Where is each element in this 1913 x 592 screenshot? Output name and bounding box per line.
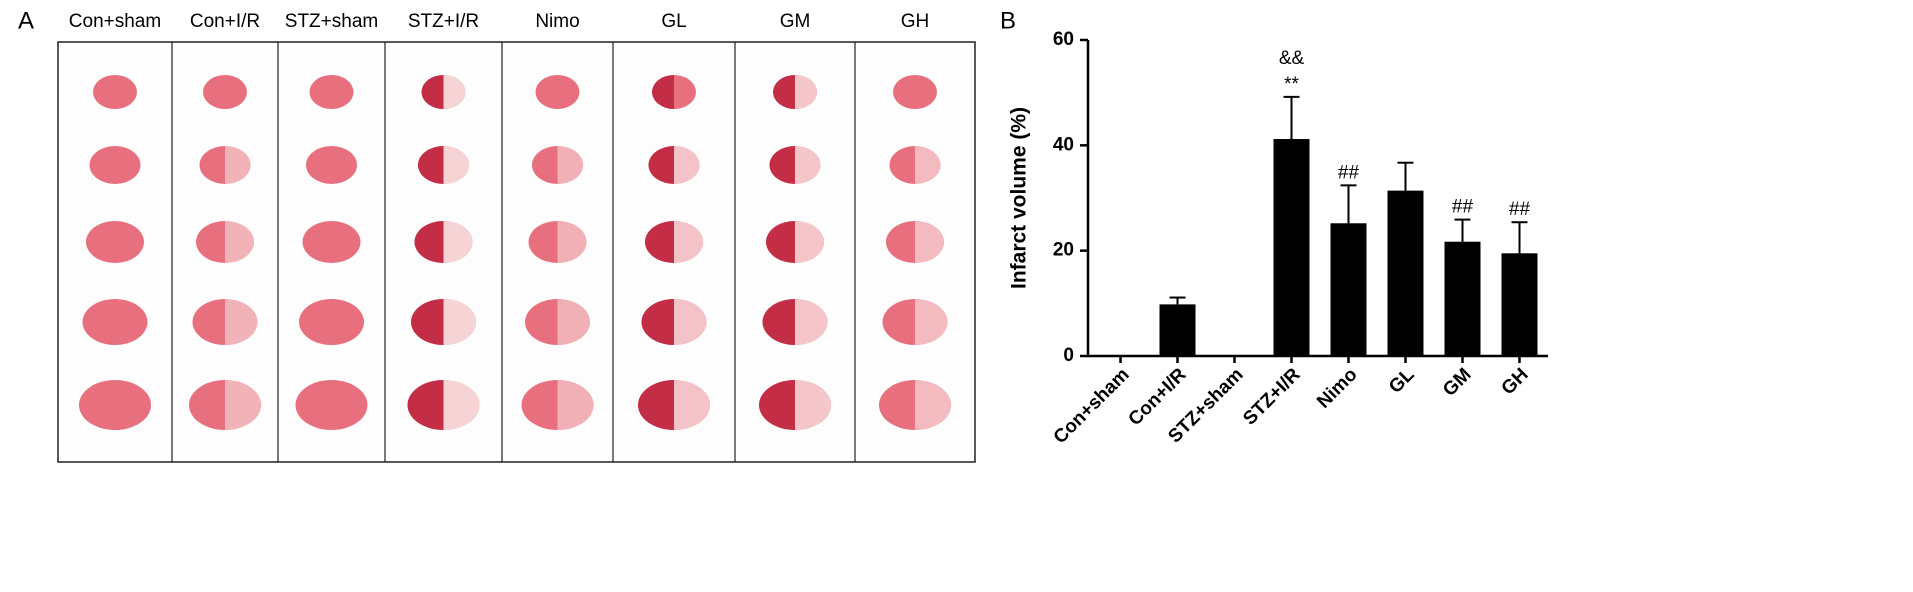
infarct	[443, 299, 476, 345]
stain	[414, 221, 444, 263]
significance: ##	[1338, 162, 1360, 183]
x-tick-label: GM	[1439, 364, 1475, 400]
brain-slice	[89, 146, 141, 184]
column-label: GL	[661, 11, 686, 32]
significance: **	[1284, 74, 1299, 95]
stain	[762, 299, 795, 345]
stain	[411, 299, 444, 345]
infarct	[443, 146, 469, 184]
infarct	[443, 221, 473, 263]
brain-slice	[893, 75, 937, 109]
y-tick-label: 0	[1063, 345, 1074, 366]
stain	[638, 380, 674, 430]
y-axis-label: Infarct volume (%)	[1008, 107, 1031, 289]
infarct	[557, 146, 583, 184]
column-label: STZ+I/R	[408, 11, 479, 32]
infarct	[795, 380, 831, 430]
brain-slice	[82, 299, 148, 345]
infarct	[795, 75, 817, 109]
brain-slice	[203, 75, 247, 109]
brain-slice	[79, 380, 151, 430]
x-tick-label: GL	[1385, 364, 1419, 398]
panel-label: A	[18, 7, 34, 34]
infarct	[674, 221, 703, 263]
stain	[407, 380, 444, 430]
x-tick-label: Con+sham	[1050, 364, 1134, 448]
stain	[769, 146, 795, 184]
bar	[1444, 241, 1481, 356]
stain	[652, 75, 674, 109]
panel-label: B	[1000, 7, 1016, 34]
infarct	[915, 380, 951, 430]
y-tick-label: 20	[1053, 240, 1074, 261]
infarct	[225, 221, 254, 263]
infarct	[557, 380, 594, 430]
x-tick-label: Nimo	[1313, 364, 1361, 412]
brain-slice	[299, 299, 364, 345]
infarct	[674, 299, 707, 345]
brain-slice	[86, 221, 144, 263]
bar	[1159, 304, 1196, 356]
stain	[759, 380, 795, 430]
stain	[421, 75, 444, 109]
stain	[648, 146, 674, 184]
y-tick-label: 40	[1053, 134, 1074, 155]
brain-slice	[93, 75, 137, 109]
bar-chart: Infarct volume (%) 0204060Con+shamCon+I/…	[1008, 29, 1548, 448]
bar	[1330, 223, 1367, 356]
significance: ##	[1452, 197, 1474, 218]
significance: &&	[1279, 48, 1305, 69]
infarct	[443, 380, 480, 430]
column-label: Nimo	[535, 11, 579, 32]
infarct	[795, 146, 821, 184]
column-label: GH	[901, 11, 930, 32]
bar	[1387, 190, 1424, 356]
infarct	[795, 299, 828, 345]
column-label: Con+sham	[69, 11, 161, 32]
infarct	[915, 221, 944, 263]
infarct	[915, 146, 941, 184]
infarct	[674, 380, 710, 430]
y-tick-label: 60	[1053, 29, 1074, 50]
x-tick-label: GH	[1498, 364, 1533, 399]
x-tick-label: STZ+I/R	[1239, 364, 1304, 429]
brain-slice	[306, 146, 357, 184]
brain-slice	[309, 75, 354, 109]
infarct	[443, 75, 466, 109]
brain-slice	[302, 221, 361, 263]
infarct	[674, 146, 700, 184]
significance: ##	[1509, 199, 1531, 220]
brain-slice	[295, 380, 368, 430]
stain	[418, 146, 444, 184]
bar	[1501, 253, 1538, 356]
infarct	[795, 221, 824, 263]
column-label: STZ+sham	[285, 11, 378, 32]
bar	[1273, 139, 1310, 356]
stain	[773, 75, 795, 109]
stain	[645, 221, 674, 263]
infarct	[225, 146, 251, 184]
infarct	[225, 299, 258, 345]
infarct	[915, 299, 948, 345]
stain	[641, 299, 674, 345]
infarct	[557, 299, 590, 345]
photo-panel	[79, 42, 951, 462]
infarct	[557, 221, 587, 263]
column-label: Con+I/R	[190, 11, 260, 32]
column-label: GM	[780, 11, 811, 32]
brain-slice	[535, 75, 580, 109]
infarct	[225, 380, 261, 430]
stain	[766, 221, 795, 263]
